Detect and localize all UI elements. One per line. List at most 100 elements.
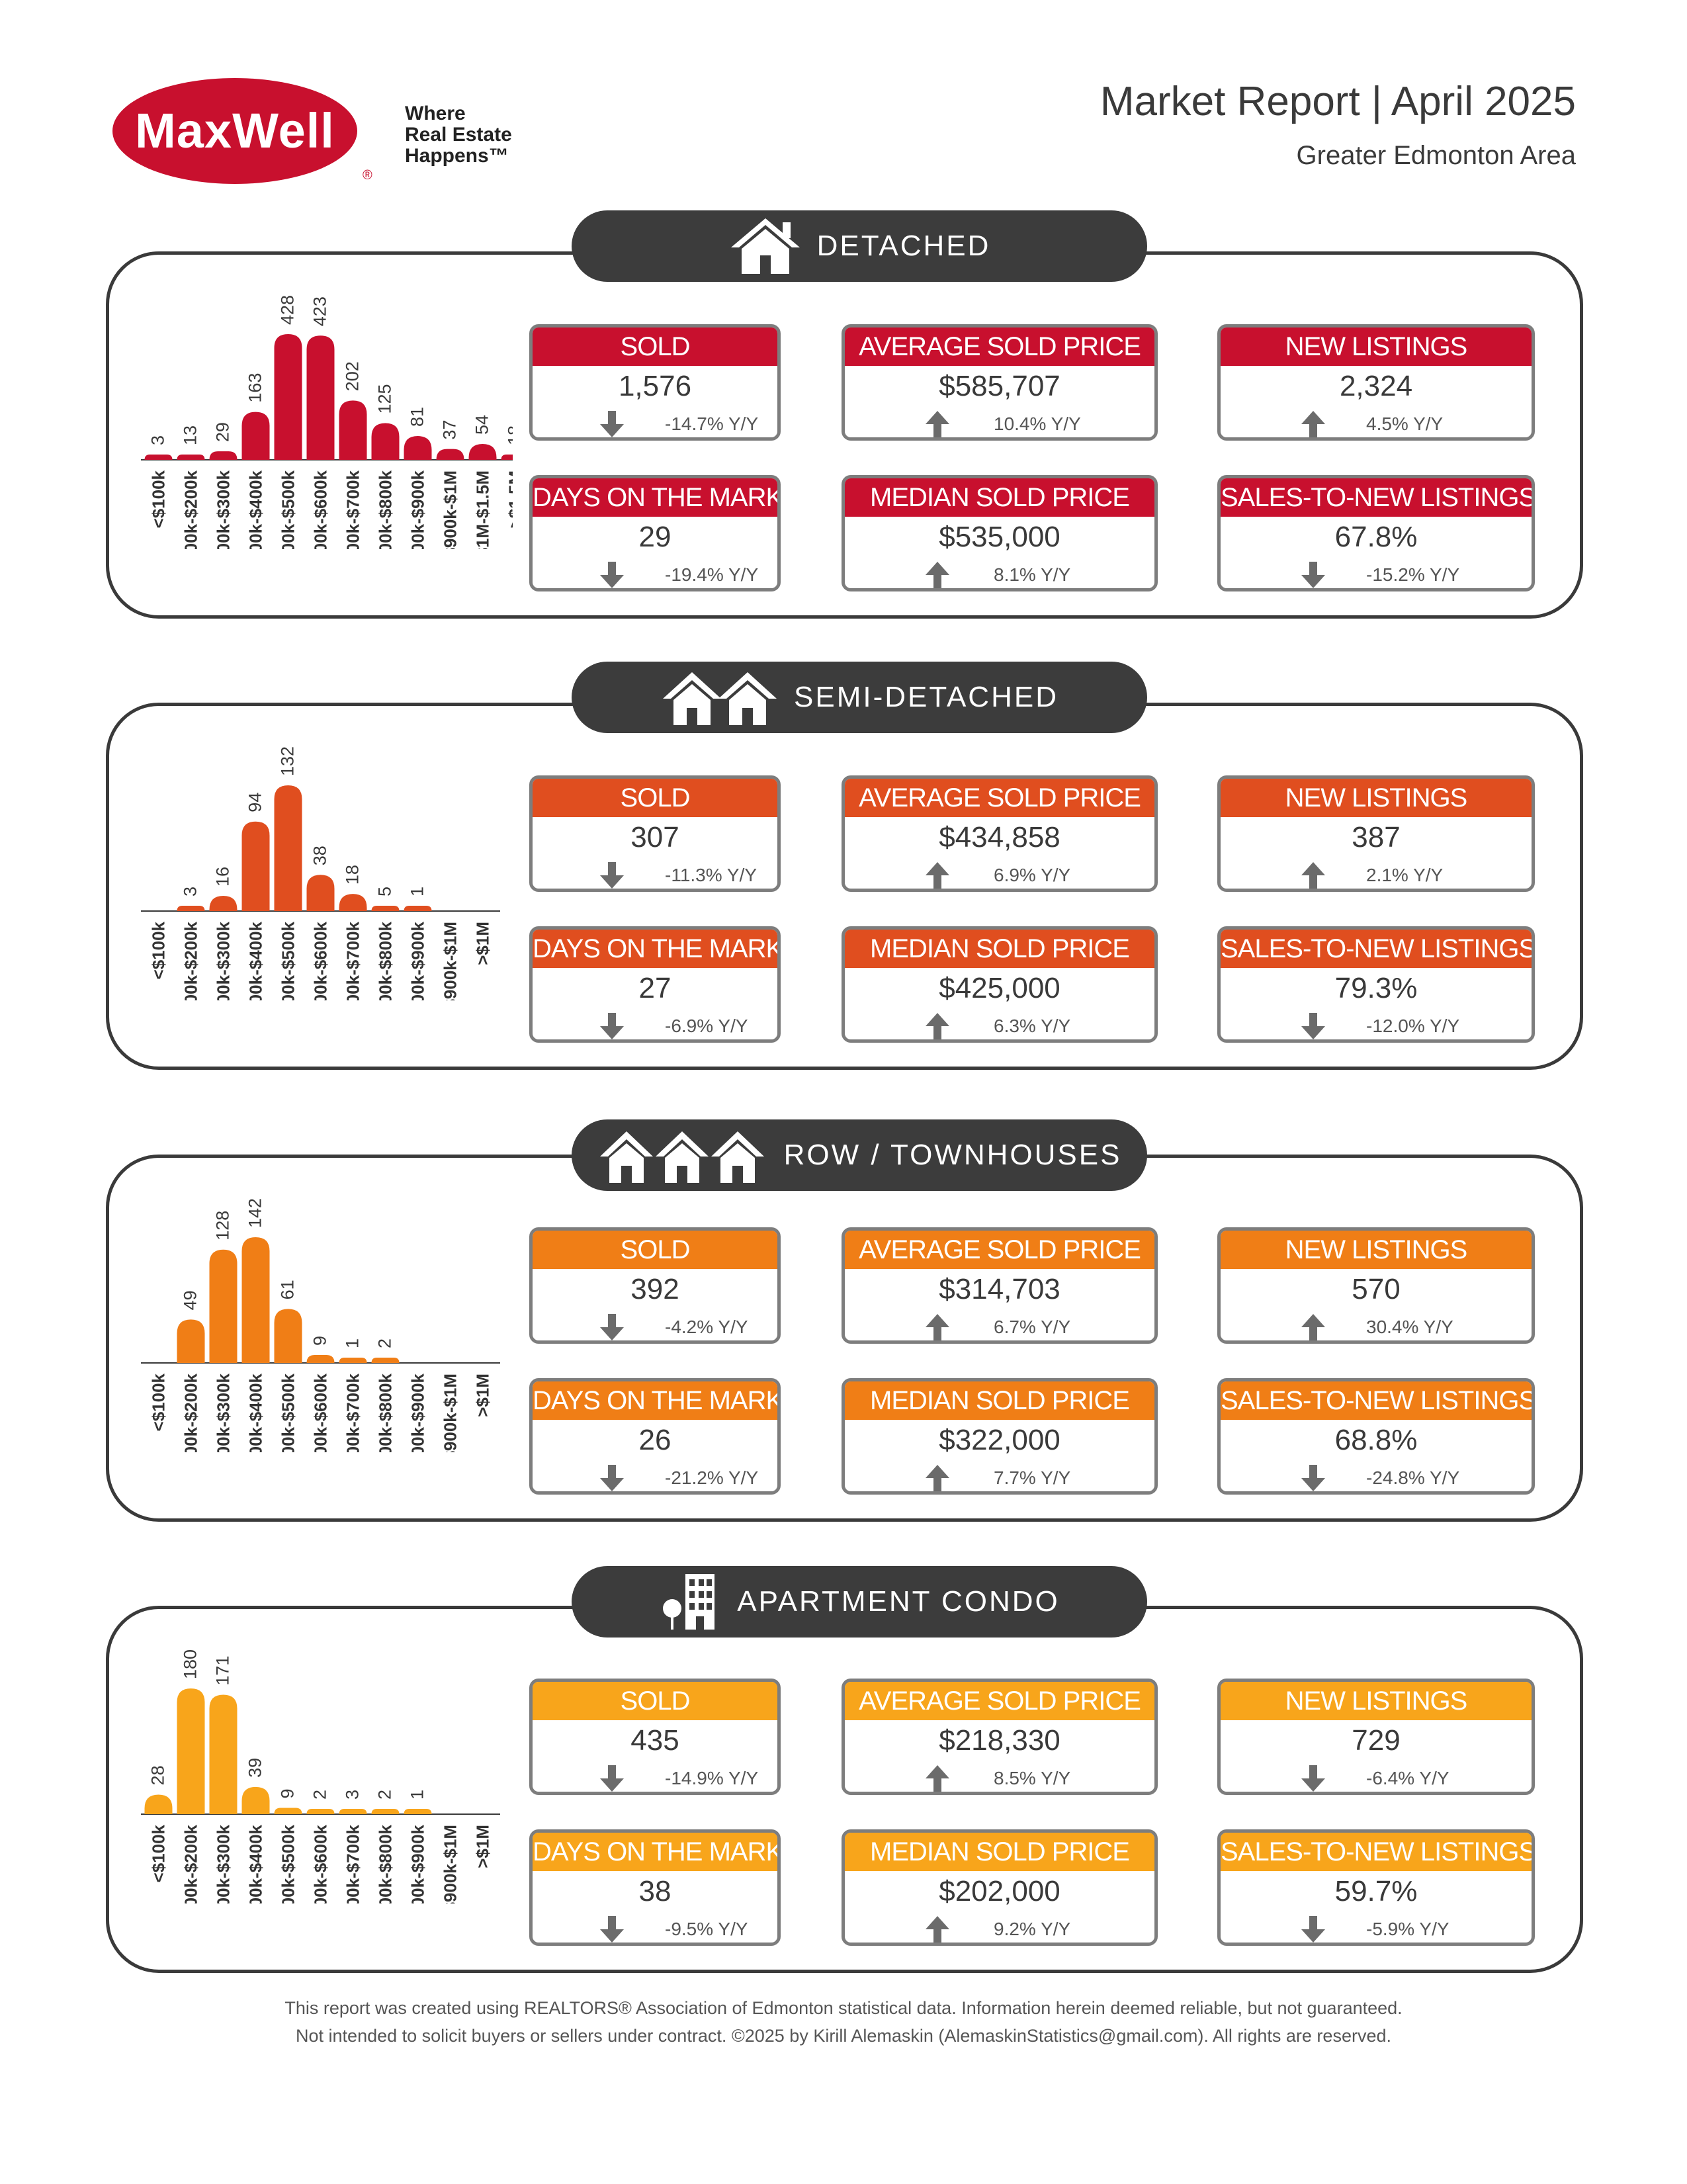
arrow-up-icon <box>926 1465 949 1491</box>
arrow-up-icon <box>926 1013 949 1039</box>
metric-card: MEDIAN SOLD PRICE $425,000 6.3% Y/Y <box>842 926 1158 1043</box>
x-tick-label: $500k-$600k <box>311 1373 331 1452</box>
section-title: DETACHED <box>816 230 991 262</box>
semi-detached-header: SEMI-DETACHED <box>572 662 1147 733</box>
bar <box>339 1809 367 1814</box>
x-tick-label: $200k-$300k <box>214 921 234 1000</box>
metric-change: 6.9% Y/Y <box>845 859 1154 889</box>
metric-value: $535,000 <box>939 521 1060 553</box>
metric-card: SALES-TO-NEW LISTINGS 59.7% -5.9% Y/Y <box>1217 1829 1535 1946</box>
bar <box>339 400 367 460</box>
metric-label: AVERAGE SOLD PRICE <box>845 1682 1154 1720</box>
metric-change-text: -15.2% Y/Y <box>1366 564 1460 585</box>
metric-value: 79.3% <box>1334 972 1418 1004</box>
metric-card: AVERAGE SOLD PRICE $218,330 8.5% Y/Y <box>842 1679 1158 1795</box>
metric-value: 29 <box>638 521 671 553</box>
arrow-down-icon <box>600 1916 624 1943</box>
metric-label: AVERAGE SOLD PRICE <box>845 328 1154 366</box>
metric-change: -9.5% Y/Y <box>533 1913 777 1943</box>
x-tick-label: $400k-$500k <box>279 1824 298 1903</box>
metric-change-text: -24.8% Y/Y <box>1366 1467 1460 1488</box>
metric-card: SOLD 1,576 -14.7% Y/Y <box>529 324 781 441</box>
x-tick-label: $700k-$800k <box>376 1373 396 1452</box>
bar <box>371 1358 400 1363</box>
bar <box>371 423 400 460</box>
bar <box>306 1809 335 1814</box>
metric-change: -11.3% Y/Y <box>533 859 777 889</box>
arrow-down-icon <box>1301 1465 1325 1491</box>
bar-value-label: 2 <box>375 1790 395 1800</box>
bar-value-label: 3 <box>148 435 168 445</box>
bar-chart-svg: <$100k 49 $100k-$200k 128 $200k-$300k 142 $300… <box>141 1198 500 1475</box>
x-tick-label: $700k-$800k <box>376 921 396 1000</box>
x-tick-label: <$100k <box>149 921 169 979</box>
metric-label: SOLD <box>533 1682 777 1720</box>
metric-card: DAYS ON THE MARKET 38 -9.5% Y/Y <box>529 1829 781 1946</box>
metric-change-text: -12.0% Y/Y <box>1366 1016 1460 1036</box>
metric-change: 10.4% Y/Y <box>845 408 1154 437</box>
arrow-down-icon <box>1301 1013 1325 1039</box>
logo-oval <box>112 78 357 184</box>
metric-change-text: -14.7% Y/Y <box>665 414 759 434</box>
x-tick-label: $600k-$700k <box>343 921 363 1000</box>
metric-change: -15.2% Y/Y <box>1221 559 1532 588</box>
townhouses-icon <box>599 1131 764 1183</box>
metric-change-text: -6.9% Y/Y <box>665 1016 748 1036</box>
bar-value-label: 5 <box>375 887 395 896</box>
metric-value: 68.8% <box>1334 1424 1418 1456</box>
arrow-up-icon <box>926 862 949 889</box>
x-tick-label: $1M-$1.5M <box>473 470 493 549</box>
arrow-down-icon <box>600 1765 624 1792</box>
x-tick-label: $800k-$900k <box>408 921 428 1000</box>
metric-card: NEW LISTINGS 387 2.1% Y/Y <box>1217 775 1535 892</box>
metric-change: 8.5% Y/Y <box>845 1763 1154 1792</box>
metric-card: MEDIAN SOLD PRICE $202,000 9.2% Y/Y <box>842 1829 1158 1946</box>
x-tick-label: $800k-$900k <box>408 1373 428 1452</box>
bar-value-label: 3 <box>343 1790 363 1800</box>
x-tick-label: $300k-$400k <box>246 1373 266 1452</box>
x-tick-label: <$100k <box>149 470 169 528</box>
bar-value-label: 1 <box>343 1338 363 1348</box>
x-tick-label: $500k-$600k <box>311 1824 331 1903</box>
metric-change-text: 4.5% Y/Y <box>1366 414 1444 434</box>
x-tick-label: $800k-$900k <box>408 470 428 549</box>
metric-value: $425,000 <box>939 972 1060 1004</box>
metric-label: DAYS ON THE MARKET <box>533 478 777 517</box>
x-tick-label: $900k-$1M <box>441 470 460 549</box>
x-tick-label: $200k-$300k <box>214 1373 234 1452</box>
section-title: ROW / TOWNHOUSES <box>783 1139 1122 1171</box>
bar-value-label: 61 <box>278 1280 298 1299</box>
metric-label: AVERAGE SOLD PRICE <box>845 1231 1154 1269</box>
metric-card: MEDIAN SOLD PRICE $322,000 7.7% Y/Y <box>842 1378 1158 1495</box>
metric-change: -14.7% Y/Y <box>533 408 777 437</box>
arrow-up-icon <box>926 1916 949 1943</box>
metric-change-text: 10.4% Y/Y <box>994 414 1081 434</box>
metric-change: 7.7% Y/Y <box>845 1462 1154 1491</box>
arrow-down-icon <box>600 1465 624 1491</box>
bar <box>501 455 529 460</box>
bar <box>306 335 335 460</box>
arrow-down-icon <box>1301 562 1325 588</box>
metric-card: NEW LISTINGS 729 -6.4% Y/Y <box>1217 1679 1535 1795</box>
metric-change: 2.1% Y/Y <box>1221 859 1532 889</box>
bar <box>209 1249 238 1363</box>
row-townhouses-price-distribution-chart: <$100k 49 $100k-$200k 128 $200k-$300k 142 $300… <box>136 1194 513 1475</box>
metric-label: SOLD <box>533 779 777 817</box>
tagline-line: Happens™ <box>405 145 509 167</box>
metric-value: 307 <box>630 821 679 853</box>
bar-value-label: 18 <box>505 425 513 445</box>
x-tick-label: $100k-$200k <box>181 1824 201 1903</box>
metric-change: 6.3% Y/Y <box>845 1010 1154 1039</box>
x-tick-label: $800k-$900k <box>408 1824 428 1903</box>
metric-value: 2,324 <box>1339 370 1413 402</box>
metric-value: $218,330 <box>939 1724 1060 1757</box>
metric-change-text: 6.7% Y/Y <box>994 1317 1071 1337</box>
metric-card: SOLD 307 -11.3% Y/Y <box>529 775 781 892</box>
detached-price-distribution-chart: 3 <$100k 13 $100k-$200k 29 $200k-$300k 163 $300… <box>136 291 533 572</box>
apartment-building-icon <box>663 1574 715 1630</box>
metric-change: 6.7% Y/Y <box>845 1311 1154 1340</box>
bar-value-label: 81 <box>408 407 427 427</box>
detached-header: DETACHED <box>572 210 1147 282</box>
metric-label: NEW LISTINGS <box>1221 1231 1532 1269</box>
bar-value-label: 28 <box>148 1765 168 1785</box>
